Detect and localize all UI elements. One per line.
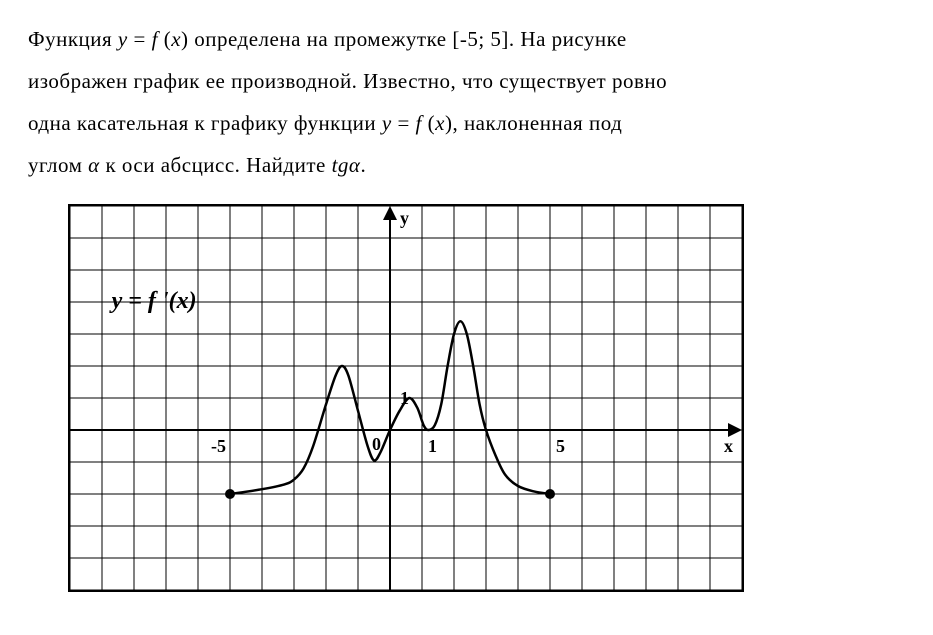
origin-label: 0 xyxy=(372,434,381,454)
text-seg: = xyxy=(128,27,152,51)
x-tick-label: 1 xyxy=(428,436,437,456)
x-tick-label: -5 xyxy=(211,436,226,456)
text-seg: = xyxy=(392,111,416,135)
problem-line-2: изображен график ее производной. Известн… xyxy=(28,60,905,102)
var-x: x xyxy=(435,111,445,135)
var-alpha: α xyxy=(88,153,100,177)
y-axis-label: y xyxy=(400,208,409,228)
var-y: y xyxy=(382,111,392,135)
text-seg: Функция xyxy=(28,27,118,51)
chart-border: xy0-5151y = f '(x) xyxy=(68,204,744,592)
page: Функция y = f (x) определена на промежут… xyxy=(0,0,933,635)
text-seg: углом xyxy=(28,153,88,177)
var-x: x xyxy=(171,27,181,51)
text-seg: ), наклоненная под xyxy=(445,111,622,135)
problem-line-3: одна касательная к графику функции y = f… xyxy=(28,102,905,144)
text-seg: ( xyxy=(158,27,171,51)
derivative-chart: xy0-5151y = f '(x) xyxy=(70,206,742,590)
endpoint-dot xyxy=(545,489,555,499)
text-seg: ) определена на промежутке [-5; 5]. На р… xyxy=(181,27,627,51)
text-seg: одна касательная к графику функции xyxy=(28,111,382,135)
var-y: y xyxy=(118,27,128,51)
text-seg: . xyxy=(360,153,366,177)
problem-line-1: Функция y = f (x) определена на промежут… xyxy=(28,18,905,60)
x-axis-label: x xyxy=(724,436,733,456)
endpoint-dot xyxy=(225,489,235,499)
text-seg: ( xyxy=(422,111,435,135)
x-tick-label: 5 xyxy=(556,436,565,456)
chart-container: xy0-5151y = f '(x) xyxy=(68,204,905,597)
var-tgalpha: tgα xyxy=(332,153,361,177)
text-seg: к оси абсцисс. Найдите xyxy=(100,153,332,177)
function-label: y = f '(x) xyxy=(109,288,197,314)
problem-statement: Функция y = f (x) определена на промежут… xyxy=(28,18,905,186)
problem-line-4: углом α к оси абсцисс. Найдите tgα. xyxy=(28,144,905,186)
